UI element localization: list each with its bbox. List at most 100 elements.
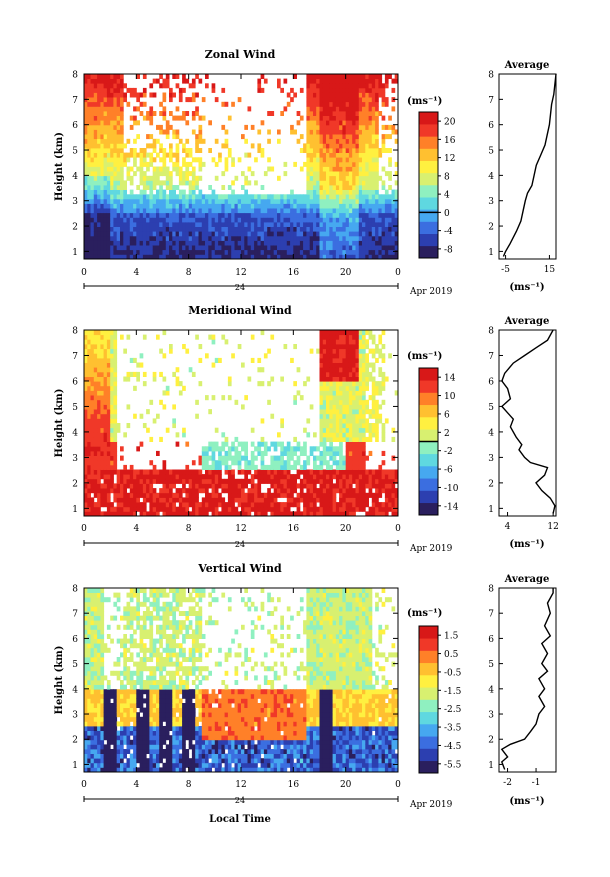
heatmap-cell: [91, 735, 95, 740]
heatmap-cell: [179, 217, 183, 222]
heatmap-cell: [277, 231, 281, 236]
heatmap-cell: [84, 442, 88, 447]
heatmap-cell: [333, 148, 337, 153]
heatmap-cell: [192, 460, 196, 465]
heatmap-cell: [297, 213, 301, 218]
heatmap-cell: [84, 451, 88, 456]
heatmap-cell: [87, 703, 91, 708]
heatmap-cell: [349, 483, 353, 488]
heatmap-cell: [339, 418, 343, 423]
heatmap-cell: [267, 474, 271, 479]
heatmap-cell: [369, 428, 373, 433]
average-profile-line: [503, 74, 556, 257]
profile-x-tick-label: 15: [544, 265, 556, 275]
heatmap-cell: [310, 97, 314, 102]
heatmap-cell: [117, 79, 121, 84]
heatmap-cell: [91, 726, 95, 731]
heatmap-cell: [264, 446, 268, 451]
heatmap-cell: [97, 194, 101, 199]
heatmap-cell: [241, 227, 245, 232]
heatmap-cell: [195, 335, 199, 340]
heatmap-cell: [372, 404, 376, 409]
heatmap-cell: [202, 474, 206, 479]
heatmap-cell: [215, 204, 219, 209]
heatmap-cell: [120, 231, 124, 236]
heatmap-cell: [336, 93, 340, 98]
heatmap-cell: [107, 386, 111, 391]
heatmap-cell: [97, 409, 101, 414]
heatmap-cell: [339, 250, 343, 255]
heatmap-cell: [385, 231, 389, 236]
heatmap-cell: [346, 339, 350, 344]
heatmap-cell: [362, 217, 366, 222]
heatmap-cell: [123, 507, 127, 512]
heatmap-cell: [369, 483, 373, 488]
heatmap-cell: [169, 143, 173, 148]
heatmap-cell: [375, 488, 379, 493]
heatmap-cell: [392, 470, 396, 475]
heatmap-cell: [238, 479, 242, 484]
heatmap-cell: [365, 231, 369, 236]
heatmap-cell: [100, 83, 104, 88]
heatmap-cell: [84, 606, 88, 611]
heatmap-cell: [290, 217, 294, 222]
heatmap-cell: [342, 180, 346, 185]
heatmap-cell: [110, 418, 114, 423]
heatmap-cell: [185, 199, 189, 204]
heatmap-cell: [179, 171, 183, 176]
heatmap-cell: [378, 335, 382, 340]
heatmap-cell: [274, 227, 278, 232]
heatmap-cell: [378, 153, 382, 158]
heatmap-cell: [120, 250, 124, 255]
heatmap-cell: [195, 493, 199, 498]
heatmap-cell: [365, 245, 369, 250]
heatmap-cell: [153, 497, 157, 502]
heatmap-cell: [320, 236, 324, 241]
heatmap-cell: [113, 79, 117, 84]
heatmap-cell: [303, 148, 307, 153]
heatmap-cell: [261, 194, 265, 199]
heatmap-cell: [342, 358, 346, 363]
heatmap-cell: [342, 432, 346, 437]
heatmap-cell: [189, 97, 193, 102]
heatmap-cell: [120, 125, 124, 130]
heatmap-cell: [362, 157, 366, 162]
heatmap-cell: [274, 507, 278, 512]
heatmap-cell: [117, 227, 121, 232]
heatmap-cell: [369, 227, 373, 232]
heatmap-cell: [241, 363, 245, 368]
heatmap-cell: [215, 474, 219, 479]
heatmap-cell: [251, 213, 255, 218]
heatmap-cell: [176, 377, 180, 382]
heatmap-cell: [107, 409, 111, 414]
heatmap-cell: [323, 335, 327, 340]
heatmap-cell: [140, 171, 144, 176]
heatmap-cell: [356, 493, 360, 498]
heatmap-cell: [284, 344, 288, 349]
heatmap-cell: [202, 231, 206, 236]
heatmap-cell: [117, 139, 121, 144]
heatmap-cell: [104, 418, 108, 423]
heatmap-cell: [179, 231, 183, 236]
heatmap-cell: [156, 414, 160, 419]
heatmap-cell: [192, 97, 196, 102]
heatmap-cell: [212, 493, 216, 498]
heatmap-cell: [359, 390, 363, 395]
heatmap-cell: [172, 204, 176, 209]
heatmap-cell: [153, 418, 157, 423]
heatmap-cell: [254, 204, 258, 209]
heatmap-cell: [320, 335, 324, 340]
heatmap-cell: [231, 488, 235, 493]
heatmap-cell: [228, 507, 232, 512]
colorbar-segment: [419, 417, 438, 430]
heatmap-cell: [333, 130, 337, 135]
heatmap-cell: [87, 409, 91, 414]
heatmap-cell: [172, 185, 176, 190]
heatmap-cell: [172, 231, 176, 236]
heatmap-cell: [87, 597, 91, 602]
heatmap-cell: [97, 208, 101, 213]
heatmap-cell: [130, 180, 134, 185]
vertical-wind-profile-title: Average: [504, 574, 550, 585]
heatmap-cell: [117, 231, 121, 236]
heatmap-cell: [91, 703, 95, 708]
